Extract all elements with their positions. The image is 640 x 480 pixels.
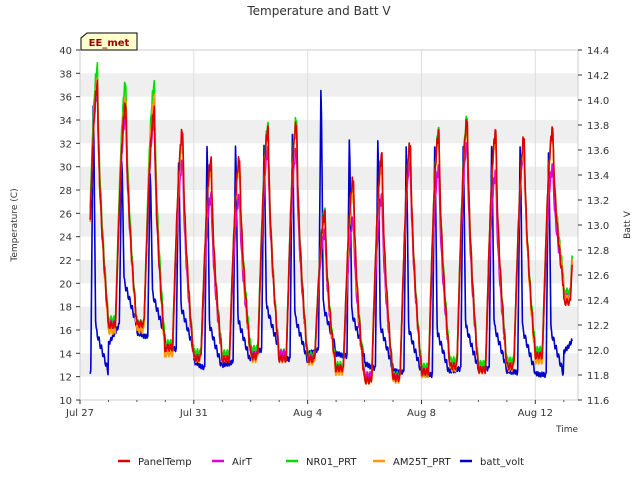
y-left-tick-label: 10: [59, 396, 72, 407]
y-left-tick-label: 18: [59, 303, 72, 314]
legend-label: PanelTemp: [138, 457, 192, 468]
y-left-tick-label: 40: [59, 46, 72, 57]
y-right-tick-label: 12.4: [587, 296, 609, 307]
plot-band: [80, 120, 578, 144]
series-line-paneltemp: [89, 79, 573, 385]
left-axis: 10 12 14 16 18 20 22 24 26 28 30 32 34 36 38 40: [59, 46, 80, 407]
legend-label: AirT: [232, 457, 253, 468]
y-left-tick-label: 22: [59, 256, 72, 267]
chart-title: Temperature and Batt V: [246, 4, 391, 18]
y-right-tick-label: 14.0: [587, 96, 609, 107]
y-right-tick-label: 13.0: [587, 221, 609, 232]
right-axis: 11.6 11.8 12.0 12.2 12.4 12.6 12.8 13.0 13.2 13.4…: [578, 46, 609, 407]
x-axis: Jul 27 Jul 31 Aug 4 Aug 8 Aug 12: [65, 400, 565, 419]
y-left-tick-label: 12: [59, 373, 72, 384]
legend-label: AM25T_PRT: [393, 457, 452, 468]
legend-label: NR01_PRT: [306, 457, 357, 468]
y-left-tick-label: 28: [59, 186, 72, 197]
y-axis-left-label: Temperature (C): [10, 188, 20, 262]
y-left-tick-label: 30: [59, 163, 72, 174]
y-left-tick-label: 34: [59, 116, 72, 127]
y-right-tick-label: 11.6: [587, 396, 609, 407]
y-left-tick-label: 16: [59, 326, 72, 337]
plot-band: [80, 260, 578, 284]
y-right-tick-label: 14.2: [587, 71, 609, 82]
y-right-tick-label: 13.2: [587, 196, 609, 207]
y-right-tick-label: 12.6: [587, 271, 609, 282]
x-tick-label: Jul 27: [65, 408, 94, 419]
y-left-tick-label: 20: [59, 279, 72, 290]
y-right-tick-label: 13.8: [587, 121, 609, 132]
legend: PanelTemp AirT NR01_PRT AM25T_PRT batt_volt: [118, 457, 524, 468]
site-label-box: EE_met: [80, 32, 138, 51]
legend-label: batt_volt: [480, 457, 524, 468]
y-right-tick-label: 13.4: [587, 171, 609, 182]
y-axis-right-label: Batt V: [623, 210, 633, 239]
y-right-tick-label: 12.8: [587, 246, 609, 257]
plot-band: [80, 73, 578, 97]
x-tick-label: Aug 8: [407, 408, 436, 419]
y-left-tick-label: 32: [59, 139, 72, 150]
y-right-tick-label: 12.2: [587, 321, 609, 332]
plot-band: [80, 166, 578, 190]
data-series: [89, 62, 573, 386]
y-left-tick-label: 26: [59, 209, 72, 220]
y-right-tick-label: 11.8: [587, 371, 609, 382]
x-tick-label: Aug 4: [293, 408, 322, 419]
y-right-tick-label: 14.4: [587, 46, 609, 57]
y-right-tick-label: 12.0: [587, 346, 609, 357]
x-axis-label: Time: [555, 425, 578, 435]
x-tick-label: Aug 12: [518, 408, 553, 419]
y-left-tick-label: 38: [59, 69, 72, 80]
y-right-tick-label: 13.6: [587, 146, 609, 157]
x-tick-label: Jul 31: [179, 408, 208, 419]
y-left-tick-label: 36: [59, 93, 72, 104]
y-left-tick-label: 14: [59, 349, 72, 360]
plot-band: [80, 213, 578, 237]
site-label: EE_met: [89, 38, 130, 49]
y-left-tick-label: 24: [59, 233, 72, 244]
